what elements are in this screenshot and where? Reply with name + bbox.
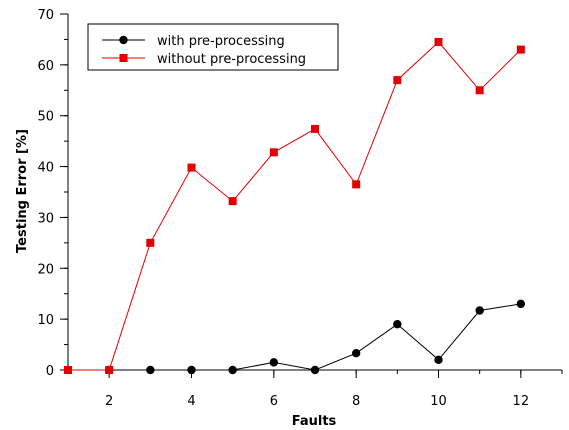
y-tick-label: 20 bbox=[37, 262, 54, 277]
data-point bbox=[310, 365, 320, 375]
series-line bbox=[68, 41, 522, 371]
data-point bbox=[146, 365, 155, 375]
y-tick-label: 30 bbox=[37, 211, 54, 226]
x-tick-label: 8 bbox=[352, 394, 360, 409]
data-point bbox=[64, 366, 72, 374]
axis-ticks: 2 4 6 8 10 12 0 10 20 30 40 50 60 70 bbox=[37, 8, 563, 409]
legend-label-series-2: without pre-processing bbox=[157, 52, 306, 67]
data-point bbox=[311, 124, 319, 133]
y-tick-label: 50 bbox=[37, 110, 54, 125]
y-tick-label: 10 bbox=[37, 313, 54, 328]
data-point bbox=[434, 355, 443, 365]
legend-marker-series-2 bbox=[119, 54, 128, 62]
data-point bbox=[269, 358, 279, 367]
data-point bbox=[475, 306, 484, 315]
data-point bbox=[269, 148, 278, 157]
data-point bbox=[146, 238, 155, 247]
data-point bbox=[393, 76, 402, 85]
data-point bbox=[434, 37, 443, 46]
data-point bbox=[516, 299, 526, 309]
y-axis-title: Testing Error [%] bbox=[15, 129, 30, 253]
y-tick-label: 40 bbox=[37, 161, 54, 176]
y-tick-label: 0 bbox=[46, 364, 54, 379]
y-tick-label: 60 bbox=[37, 59, 54, 74]
x-tick-label: 12 bbox=[513, 394, 530, 409]
x-tick-label: 6 bbox=[270, 394, 278, 409]
data-point bbox=[228, 197, 237, 206]
data-point bbox=[187, 163, 196, 172]
legend-marker-series-1 bbox=[119, 35, 128, 45]
y-tick-label: 70 bbox=[37, 8, 54, 23]
x-tick-label: 4 bbox=[187, 394, 195, 409]
legend-box bbox=[87, 23, 339, 71]
legend: with pre-processing without pre-processi… bbox=[87, 23, 339, 71]
x-tick-label: 10 bbox=[430, 394, 447, 409]
series-line bbox=[68, 303, 521, 371]
x-axis-title: Faults bbox=[292, 414, 337, 429]
data-point bbox=[351, 349, 361, 358]
data-point bbox=[475, 86, 484, 95]
data-point bbox=[393, 320, 402, 329]
x-tick-label: 2 bbox=[105, 394, 113, 409]
data-point bbox=[187, 365, 196, 375]
series-layer bbox=[63, 37, 526, 375]
data-point bbox=[352, 180, 361, 189]
data-point bbox=[516, 45, 525, 54]
series-2 bbox=[64, 37, 525, 374]
data-point bbox=[105, 366, 114, 374]
series-1 bbox=[63, 299, 526, 375]
data-point bbox=[228, 365, 237, 375]
legend-label-series-1: with pre-processing bbox=[157, 34, 285, 49]
